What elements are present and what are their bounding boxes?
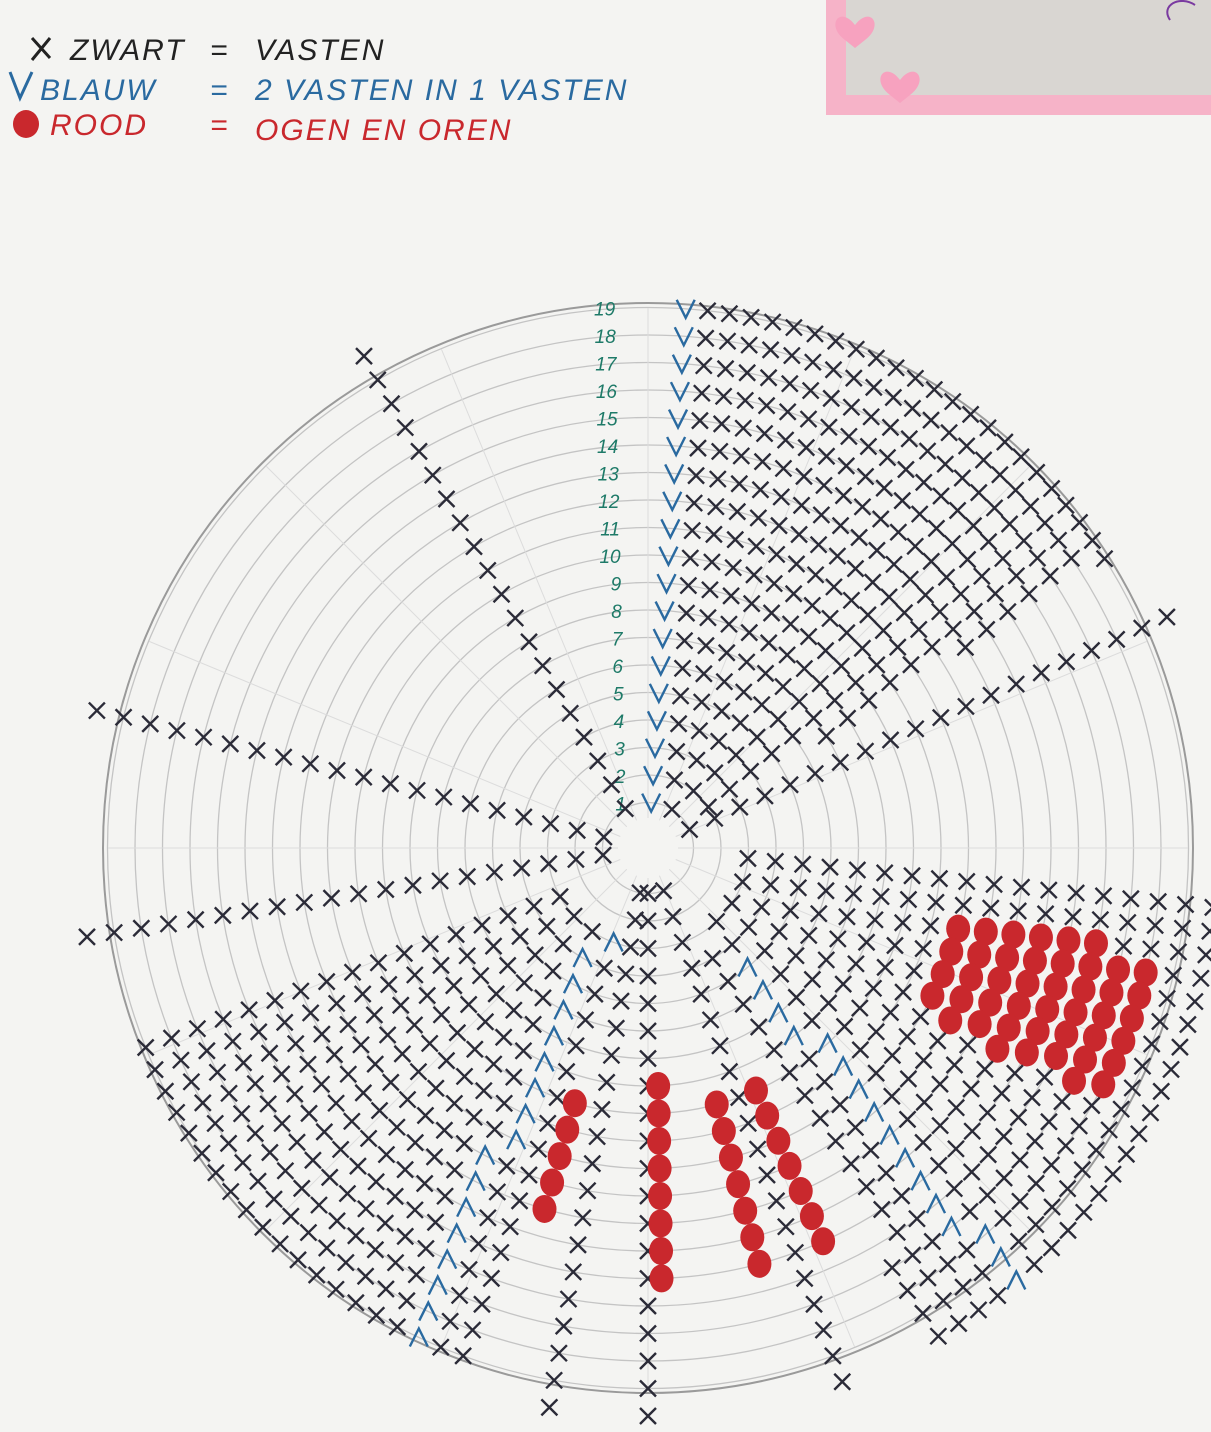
row-number: 14 [597, 437, 618, 458]
red-dot [647, 1099, 671, 1127]
row-number: 5 [613, 685, 624, 706]
red-dot [646, 1072, 670, 1100]
row-number: 12 [598, 492, 620, 513]
red-dot [705, 1090, 729, 1118]
red-dot [778, 1152, 802, 1180]
red-dot [1015, 1038, 1039, 1066]
red-dot [1091, 1070, 1115, 1098]
row-number: 16 [596, 382, 618, 403]
legend-meaning: 2 VASTEN IN 1 VASTEN [254, 74, 628, 107]
crochet-chart: ZWART = VASTEN BLAUW = 2 VASTEN IN 1 VAS… [0, 0, 1211, 1432]
legend-color: ROOD [50, 109, 148, 142]
red-dot [811, 1227, 835, 1255]
legend-meaning: OGEN EN OREN [255, 114, 512, 147]
red-dot [532, 1195, 556, 1223]
legend-color: ZWART [69, 34, 186, 67]
row-number: 17 [595, 355, 618, 376]
red-dot [968, 1010, 992, 1038]
row-number: 3 [614, 740, 625, 761]
red-dot [647, 1127, 671, 1155]
red-dot [540, 1169, 564, 1197]
row-number: 18 [595, 327, 617, 348]
row-number: 13 [598, 465, 620, 486]
red-dot [649, 1237, 673, 1265]
red-dot [1062, 1067, 1086, 1095]
row-number: 15 [596, 410, 618, 431]
red-dot [740, 1223, 764, 1251]
red-dot [766, 1127, 790, 1155]
row-number: 19 [594, 300, 616, 321]
red-dot [789, 1177, 813, 1205]
row-number: 10 [599, 547, 621, 568]
row-number: 4 [614, 712, 625, 733]
red-dot [649, 1209, 673, 1237]
legend-equals: = [210, 34, 230, 67]
red-dot [755, 1102, 779, 1130]
legend-equals: = [210, 74, 230, 107]
legend-dot-symbol [13, 110, 39, 138]
red-dot [800, 1202, 824, 1230]
red-dot [648, 1182, 672, 1210]
red-dot [555, 1116, 579, 1144]
row-number: 8 [611, 602, 622, 623]
row-number: 9 [611, 575, 622, 596]
red-dot [563, 1089, 587, 1117]
row-number: 7 [612, 630, 624, 651]
row-number: 6 [612, 657, 623, 678]
red-dot [985, 1035, 1009, 1063]
row-number: 11 [600, 520, 620, 541]
page: ZWART = VASTEN BLAUW = 2 VASTEN IN 1 VAS… [0, 0, 1211, 1432]
legend-equals: = [210, 109, 230, 142]
red-dot [712, 1117, 736, 1145]
red-dot [744, 1077, 768, 1105]
pink-frame [826, 0, 1211, 115]
red-dot [920, 982, 944, 1010]
legend-color: BLAUW [40, 74, 157, 107]
red-dot [548, 1142, 572, 1170]
legend-meaning: VASTEN [255, 34, 385, 67]
red-dot [650, 1264, 674, 1292]
red-dot [747, 1250, 771, 1278]
red-dot [1044, 1042, 1068, 1070]
red-dot [938, 1006, 962, 1034]
red-dot [719, 1144, 743, 1172]
red-dot [733, 1197, 757, 1225]
red-dot [648, 1154, 672, 1182]
red-dot [726, 1170, 750, 1198]
